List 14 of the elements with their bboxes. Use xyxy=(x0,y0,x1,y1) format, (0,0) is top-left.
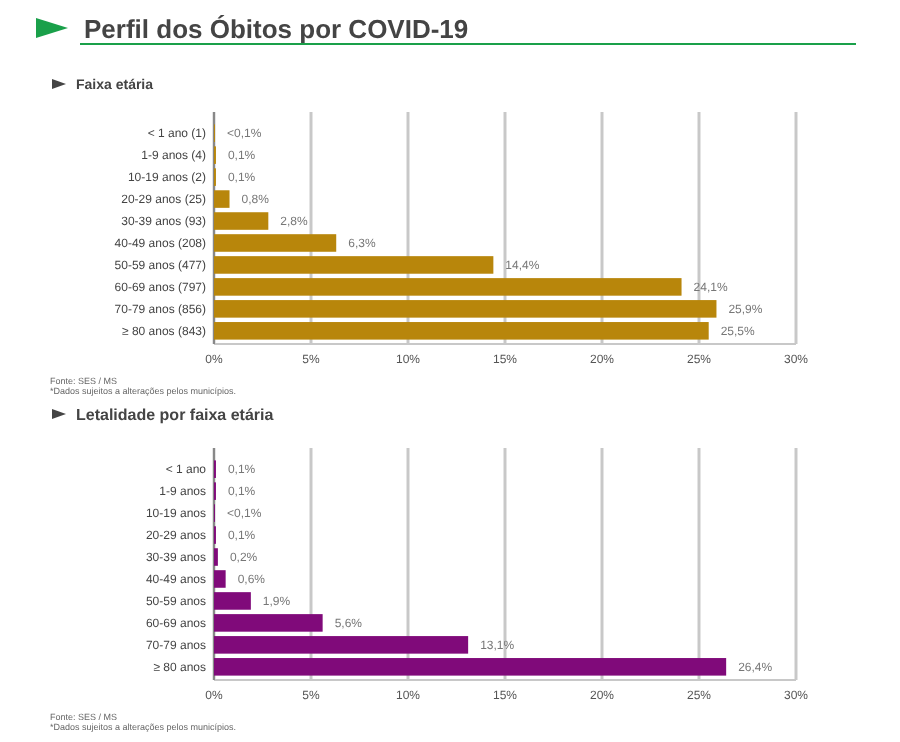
bar xyxy=(214,300,717,318)
bar xyxy=(214,322,709,340)
bar xyxy=(214,570,226,588)
bar xyxy=(214,256,494,274)
bar xyxy=(214,190,230,208)
chart-title: Perfil dos Óbitos por COVID-19 xyxy=(84,14,469,44)
chart-title: Letalidade por faixa etária xyxy=(76,406,275,424)
bar xyxy=(214,636,469,654)
bar xyxy=(214,212,269,230)
bar xyxy=(214,234,337,252)
bar xyxy=(214,614,323,632)
bar xyxy=(214,658,727,676)
bar xyxy=(214,278,682,296)
bar xyxy=(214,592,251,610)
